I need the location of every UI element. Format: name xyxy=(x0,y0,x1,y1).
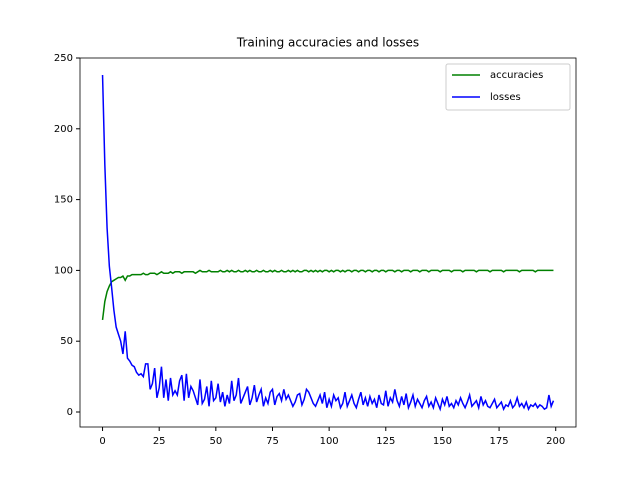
x-tick-label: 0 xyxy=(99,436,105,447)
x-tick-label: 75 xyxy=(266,436,279,447)
y-tick-label: 150 xyxy=(54,195,73,206)
y-tick-label: 50 xyxy=(60,336,73,347)
x-tick-label: 100 xyxy=(320,436,339,447)
x-tick-label: 25 xyxy=(153,436,166,447)
x-tick-label: 200 xyxy=(546,436,565,447)
x-tick-label: 50 xyxy=(209,436,222,447)
y-tick-label: 250 xyxy=(54,53,73,64)
data-line xyxy=(101,74,555,412)
y-tick-label: 100 xyxy=(54,265,73,276)
x-tick-label: 150 xyxy=(433,436,452,447)
y-tick-label: 200 xyxy=(54,124,73,135)
legend-label: losses xyxy=(490,92,521,103)
x-tick-label: 125 xyxy=(376,436,395,447)
legend-label: accuracies xyxy=(490,70,543,81)
y-tick-label: 0 xyxy=(67,407,73,418)
data-line xyxy=(101,269,554,321)
x-tick-label: 175 xyxy=(490,436,509,447)
chart-title: Training accuracies and losses xyxy=(236,36,419,50)
plot-frame xyxy=(79,57,577,428)
